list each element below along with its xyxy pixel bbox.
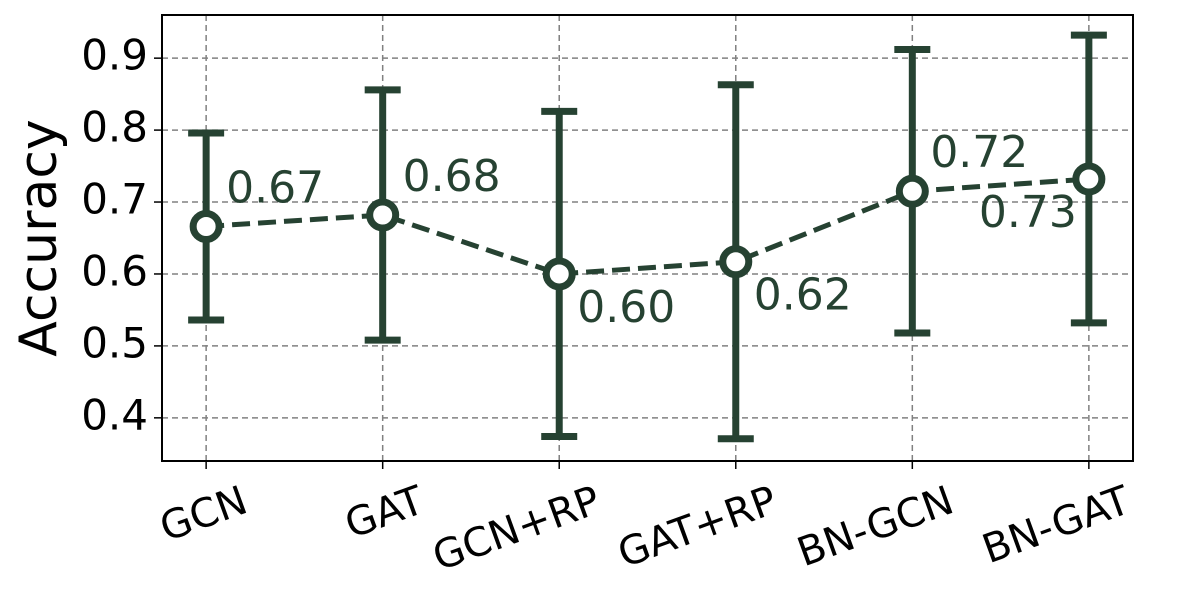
marker — [189, 209, 223, 243]
y-tick-label: 0.7 — [81, 175, 148, 224]
data-label: 0.72 — [930, 127, 1028, 178]
data-label: 0.62 — [754, 270, 852, 321]
y-tick-label: 0.6 — [81, 246, 148, 295]
data-label: 0.67 — [226, 162, 324, 213]
y-axis-label: Accuracy — [9, 119, 69, 356]
x-tick-label: GAT — [339, 477, 430, 548]
data-label: 0.68 — [403, 151, 501, 202]
marker — [719, 245, 753, 279]
data-label: 0.73 — [979, 187, 1077, 238]
x-tick-label: GAT+RP — [612, 478, 783, 578]
y-tick-label: 0.8 — [81, 103, 148, 152]
marker — [895, 174, 929, 208]
x-tick-label: GCN+RP — [427, 478, 607, 581]
data-label: 0.60 — [577, 282, 675, 333]
line — [205, 176, 1090, 277]
marker — [366, 198, 400, 232]
x-tick-label: GCN — [154, 478, 253, 552]
x-tick-label: BN-GCN — [791, 478, 959, 577]
marker — [542, 257, 576, 291]
marker — [1072, 162, 1106, 196]
y-tick-label: 0.5 — [81, 318, 148, 367]
y-tick-label: 0.4 — [81, 390, 148, 439]
x-tick-label: BN-GAT — [977, 477, 1137, 573]
y-tick-label: 0.9 — [81, 31, 148, 80]
plot-frame — [161, 14, 1134, 462]
